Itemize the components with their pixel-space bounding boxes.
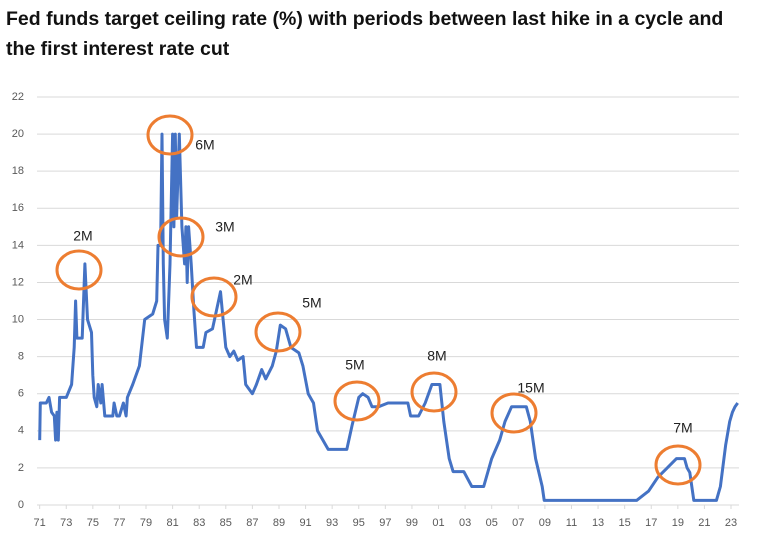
annotation-circle	[146, 114, 194, 156]
y-tick-label: 22	[12, 91, 24, 103]
x-tick-label: 87	[246, 517, 258, 529]
annotation-circle	[410, 371, 458, 413]
annotation-circle	[654, 444, 702, 486]
annotation-label: 2M	[233, 272, 252, 288]
x-tick-label: 73	[60, 517, 72, 529]
annotation-label: 5M	[345, 357, 364, 373]
x-tick-label: 03	[459, 517, 471, 529]
x-tick-label: 91	[299, 517, 311, 529]
x-tick-label: 95	[353, 517, 365, 529]
annotation-label: 8M	[427, 348, 446, 364]
annotation-circle	[157, 216, 205, 258]
x-tick-label: 23	[725, 517, 737, 529]
x-tick-label: 13	[592, 517, 604, 529]
annotation-label: 5M	[302, 295, 321, 311]
x-tick-label: 79	[140, 517, 152, 529]
x-tick-label: 97	[379, 517, 391, 529]
annotation-circle	[254, 311, 302, 353]
annotation-circle	[490, 392, 538, 434]
x-tick-label: 19	[672, 517, 684, 529]
annotation-label: 7M	[673, 420, 692, 436]
x-tick-label: 81	[166, 517, 178, 529]
x-tick-label: 93	[326, 517, 338, 529]
annotation-circle	[333, 380, 381, 422]
y-tick-label: 2	[18, 462, 24, 474]
x-tick-label: 77	[113, 517, 125, 529]
x-tick-label: 99	[406, 517, 418, 529]
annotation-circle	[190, 276, 238, 318]
y-tick-label: 18	[12, 165, 24, 177]
y-tick-label: 8	[18, 351, 24, 363]
x-tick-label: 21	[698, 517, 710, 529]
x-tick-label: 09	[539, 517, 551, 529]
annotation-label: 2M	[73, 228, 92, 244]
annotation-label: 6M	[195, 137, 214, 153]
x-tick-label: 83	[193, 517, 205, 529]
y-tick-label: 20	[12, 128, 24, 140]
x-tick-label: 11	[566, 517, 577, 529]
x-tick-label: 07	[512, 517, 524, 529]
x-tick-label: 15	[619, 517, 631, 529]
x-tick-label: 71	[34, 517, 46, 529]
x-tick-label: 17	[645, 517, 657, 529]
x-tick-label: 85	[220, 517, 232, 529]
annotation-circle	[55, 249, 103, 291]
annotation-label: 15M	[517, 380, 544, 396]
chart-title: Fed funds target ceiling rate (%) with p…	[6, 8, 724, 60]
y-tick-label: 6	[18, 388, 24, 400]
annotation-label: 3M	[215, 219, 234, 235]
y-tick-label: 0	[18, 499, 24, 511]
x-tick-label: 89	[273, 517, 285, 529]
x-tick-label: 01	[432, 517, 444, 529]
y-tick-label: 14	[12, 239, 24, 251]
y-tick-label: 4	[18, 425, 24, 437]
y-tick-label: 12	[12, 276, 24, 288]
rate-line	[38, 132, 739, 502]
y-tick-label: 16	[12, 202, 24, 214]
y-tick-label: 10	[12, 313, 24, 325]
x-tick-label: 05	[486, 517, 498, 529]
x-tick-label: 75	[87, 517, 99, 529]
